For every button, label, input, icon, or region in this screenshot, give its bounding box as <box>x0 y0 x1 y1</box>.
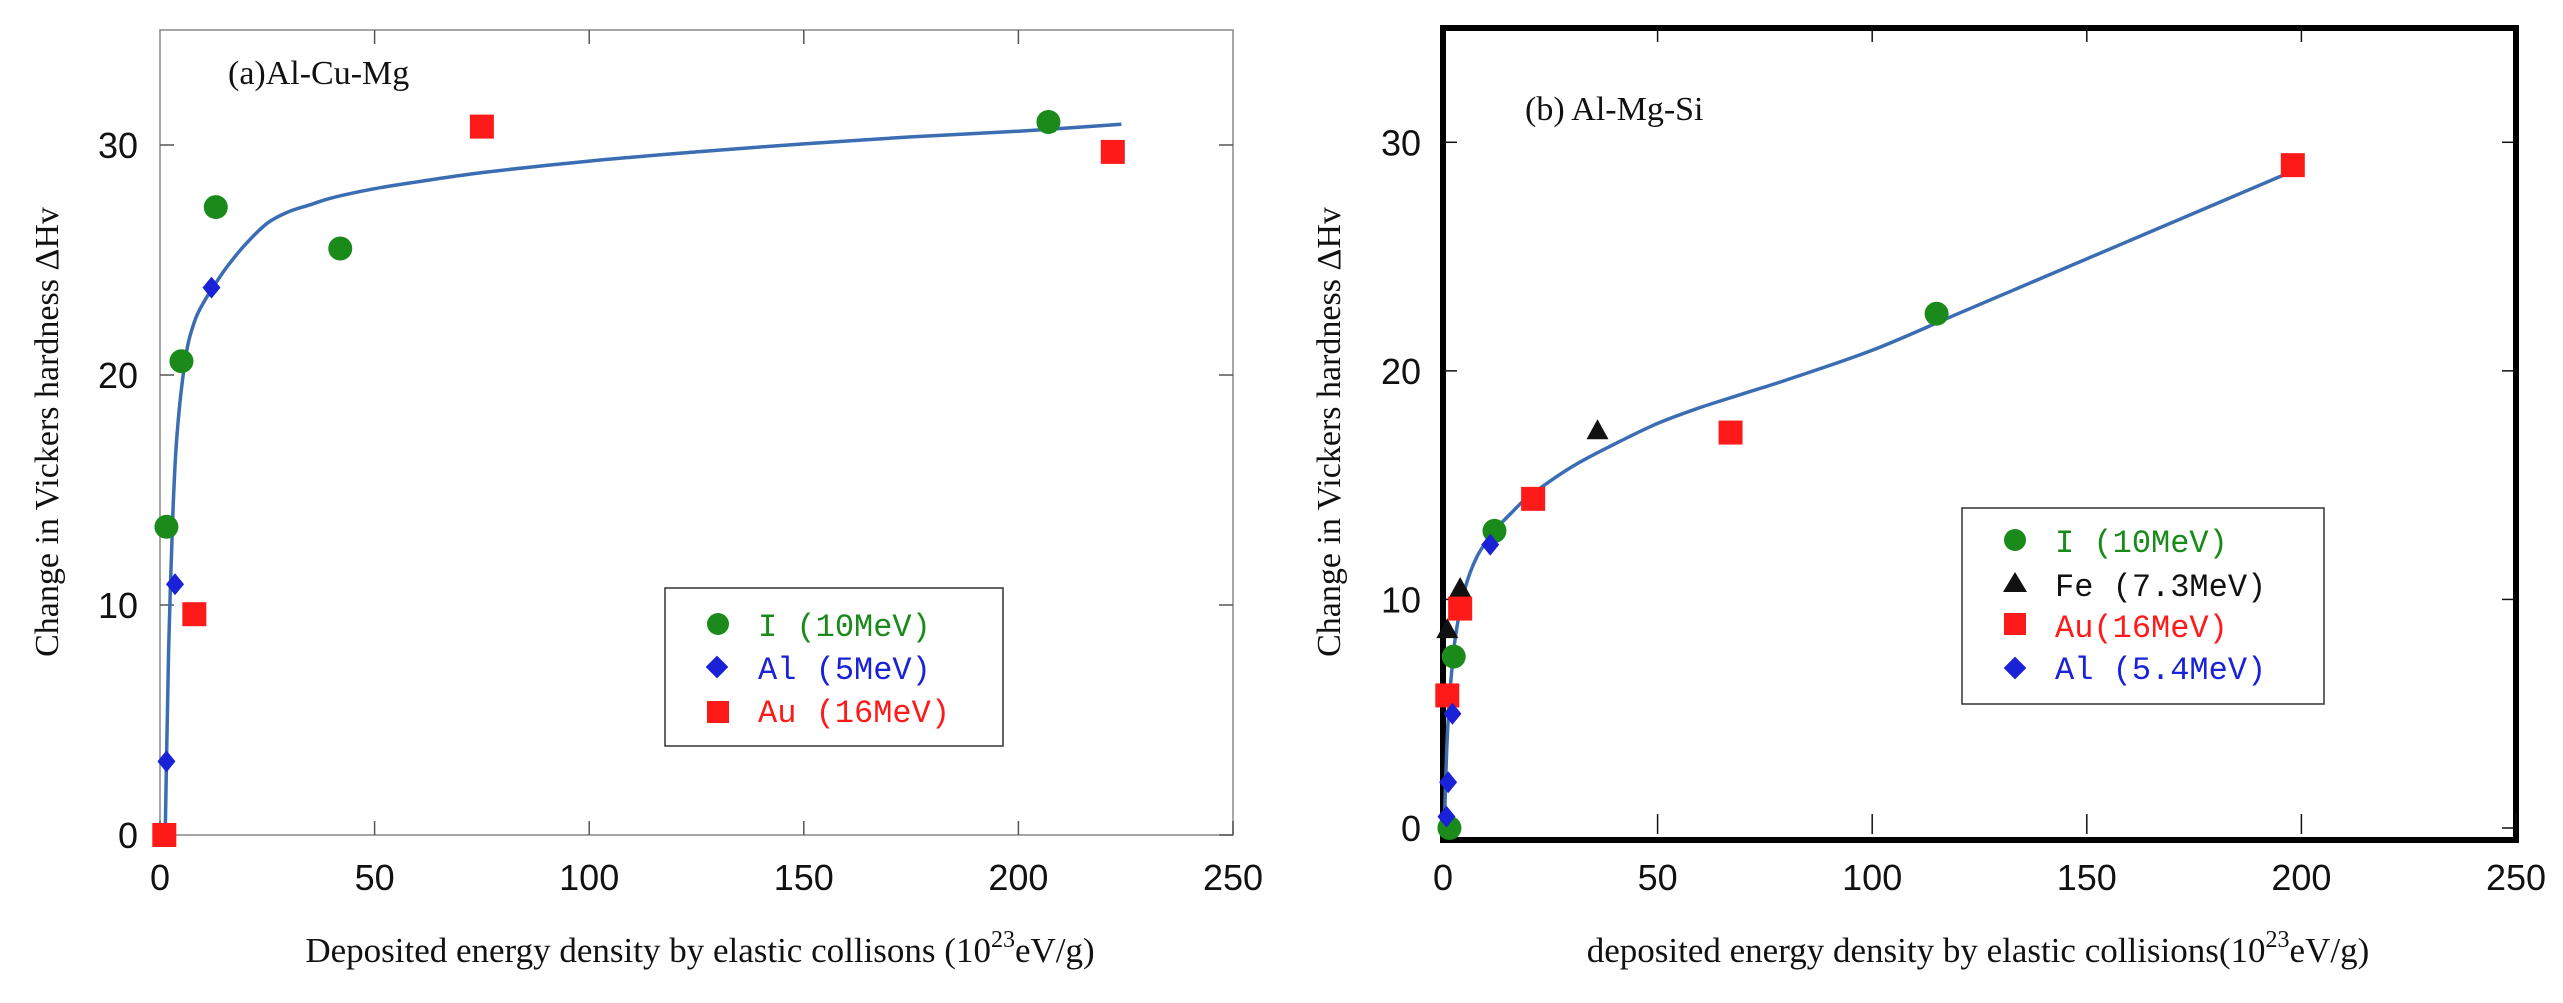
y-tick-label: 20 <box>1381 351 1421 392</box>
y-ticks-b: 0 10 20 30 <box>1381 122 2516 849</box>
data-point-diamond <box>1443 702 1462 725</box>
legend-marker-i-b <box>2004 529 2026 551</box>
data-point-diamond <box>1481 533 1500 556</box>
data-point-diamond <box>202 276 221 299</box>
panel-label-a: (a)Al-Cu-Mg <box>228 55 409 92</box>
x-axis-label-a-unit: eV/g) <box>1015 931 1095 970</box>
x-tick-label: 0 <box>1433 857 1453 898</box>
y-tick-label: 0 <box>1401 808 1421 849</box>
x-tick-label: 100 <box>559 857 619 898</box>
x-axis-label-a-exp: 23 <box>991 927 1015 953</box>
x-ticks-b: 0 50 100 150 200 250 <box>1433 26 2546 898</box>
data-point-square <box>1448 596 1473 621</box>
data-point-circle <box>154 514 179 539</box>
x-tick-label: 50 <box>1638 857 1678 898</box>
legend-marker-al-a <box>705 655 729 679</box>
data-point-diamond <box>157 750 176 773</box>
data-point-square <box>1521 486 1546 511</box>
data-point-square <box>1100 139 1125 164</box>
data-point-square <box>182 602 207 627</box>
x-tick-label: 250 <box>2486 857 2546 898</box>
data-point-circle <box>1441 644 1466 669</box>
data-point-triangle <box>1449 577 1472 597</box>
data-points-a <box>152 110 1125 847</box>
x-tick-label: 200 <box>2271 857 2331 898</box>
y-tick-label: 30 <box>98 125 138 166</box>
x-tick-label: 200 <box>988 857 1048 898</box>
x-axis-label-b-main: deposited energy density by elastic coll… <box>1587 931 2266 970</box>
y-tick-label: 10 <box>98 585 138 626</box>
data-point-triangle <box>1586 419 1609 440</box>
x-ticks-a: 0 50 100 150 200 250 <box>150 30 1263 898</box>
x-tick-label: 50 <box>355 857 395 898</box>
legend-b: I (10MeV) Fe (7.3MeV) Au(16MeV) Al (5.4M… <box>1961 507 2325 705</box>
data-point-circle <box>203 195 228 220</box>
data-point-circle <box>1036 110 1061 134</box>
legend-marker-fe-b <box>2003 572 2027 592</box>
x-tick-label: 150 <box>2057 857 2117 898</box>
legend-label-i-a: I (10MeV) <box>758 609 931 646</box>
fit-curve-a <box>163 122 1122 836</box>
x-axis-label-a-main: Deposited energy density by elastic coll… <box>305 931 991 970</box>
data-point-circle <box>1924 301 1949 326</box>
data-point-diamond <box>1439 771 1458 794</box>
x-tick-label: 150 <box>774 857 834 898</box>
y-tick-label: 20 <box>98 355 138 396</box>
legend-label-al-b: Al (5.4MeV) <box>2055 652 2266 689</box>
y-tick-label: 10 <box>1381 579 1421 620</box>
x-axis-label-b-unit: eV/g) <box>2290 931 2370 970</box>
legend-marker-al-b <box>2003 656 2027 680</box>
chart-panel-b: 0 50 100 150 200 250 0 10 20 30 (b) Al-Mg-Si I (… <box>1311 25 2546 970</box>
y-tick-label: 30 <box>1381 122 1421 163</box>
x-axis-label-b-exp: 23 <box>2266 927 2290 953</box>
y-axis-label-a: Change in Vickers hardness ΔHv <box>29 207 66 657</box>
data-point-square <box>152 823 177 847</box>
data-point-circle <box>169 349 194 374</box>
panel-label-b: (b) Al-Mg-Si <box>1525 91 1704 128</box>
data-point-square <box>1718 420 1743 445</box>
legend-a: I (10MeV) Al (5MeV) Au (16MeV) <box>664 587 1004 747</box>
data-point-diamond <box>1437 805 1456 828</box>
legend-label-au-b: Au(16MeV) <box>2055 610 2228 647</box>
legend-label-au-a: Au (16MeV) <box>758 695 950 732</box>
x-axis-label-b: deposited energy density by elastic coll… <box>1587 927 2370 970</box>
y-axis-label-b: Change in Vickers hardness ΔHv <box>1311 207 1348 657</box>
y-ticks-a: 0 10 20 30 <box>98 125 1233 856</box>
x-tick-label: 250 <box>1203 857 1263 898</box>
x-tick-label: 100 <box>1842 857 1902 898</box>
x-axis-label-a: Deposited energy density by elastic coll… <box>305 927 1094 970</box>
legend-marker-i-a <box>707 613 729 635</box>
legend-marker-au-a <box>707 701 729 723</box>
legend-label-al-a: Al (5MeV) <box>758 652 931 689</box>
data-point-square <box>469 114 494 139</box>
fit-curve-b <box>1442 165 2303 829</box>
legend-label-fe-b: Fe (7.3MeV) <box>2055 569 2266 606</box>
x-tick-label: 0 <box>150 857 170 898</box>
chart-panel-a: 0 50 100 150 200 250 0 10 20 30 (a)Al-Cu-Mg I (1… <box>29 29 1263 970</box>
data-point-circle <box>328 236 353 261</box>
legend-label-i-b: I (10MeV) <box>2055 525 2228 562</box>
data-point-square <box>1435 683 1460 708</box>
data-point-triangle <box>1436 618 1459 639</box>
legend-marker-au-b <box>2004 613 2026 635</box>
data-points-b <box>1435 153 2305 840</box>
y-tick-label: 0 <box>118 815 138 856</box>
data-point-square <box>2280 153 2305 178</box>
data-point-diamond <box>166 573 185 596</box>
